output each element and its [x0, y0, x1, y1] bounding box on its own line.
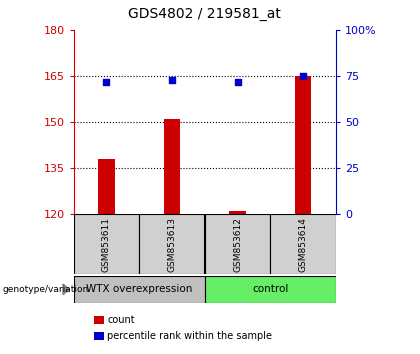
Bar [139, 214, 205, 274]
Bar [295, 76, 311, 214]
Bar [205, 276, 336, 303]
Text: percentile rank within the sample: percentile rank within the sample [107, 331, 272, 341]
Text: GSM853612: GSM853612 [233, 217, 242, 272]
Text: GSM853611: GSM853611 [102, 217, 111, 272]
Bar [74, 214, 139, 274]
Text: count: count [107, 315, 135, 325]
Bar [74, 276, 205, 303]
Text: GSM853613: GSM853613 [168, 217, 176, 272]
Bar [164, 119, 180, 214]
Bar [98, 159, 115, 214]
Point [234, 79, 241, 85]
Text: genotype/variation: genotype/variation [2, 285, 88, 294]
Text: GSM853614: GSM853614 [299, 217, 308, 272]
Text: control: control [252, 284, 289, 295]
Text: WTX overexpression: WTX overexpression [86, 284, 192, 295]
Bar [205, 214, 270, 274]
Bar [229, 211, 246, 214]
Point [168, 77, 175, 83]
Bar [270, 214, 336, 274]
Point [300, 73, 307, 79]
Point [103, 79, 110, 85]
Text: GDS4802 / 219581_at: GDS4802 / 219581_at [129, 7, 281, 21]
